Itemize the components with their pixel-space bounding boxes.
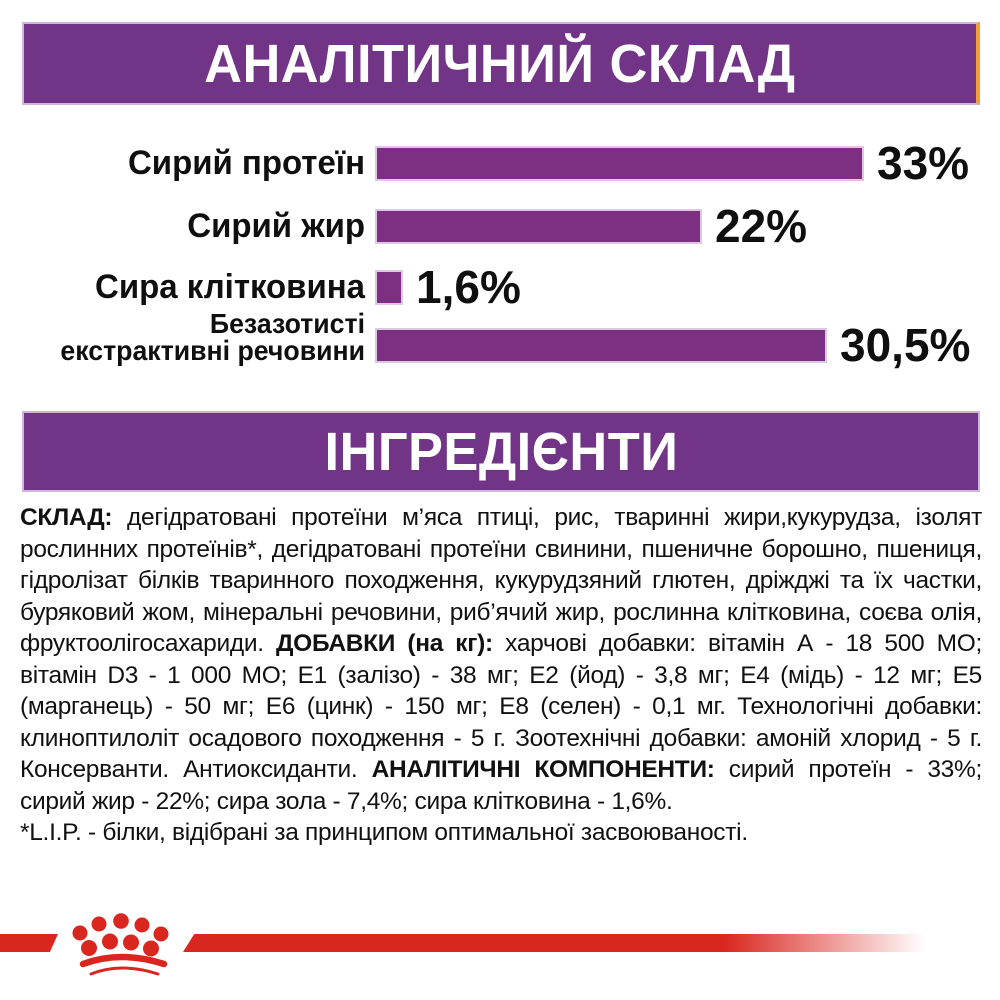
chart-category-label: Сирий жир	[187, 207, 365, 245]
analytical-composition-chart: Сирий протеїн 33% Сирий жир 22% Сира клітков…	[0, 0, 1000, 400]
chart-row: Сирий протеїн 33%	[0, 134, 1000, 192]
chart-row: Безазотисті екстрактивні речовини 30,5%	[0, 309, 1000, 374]
chart-bar	[375, 208, 702, 244]
chart-category-label: Сирий протеїн	[127, 144, 365, 182]
chart-value-label: 22%	[715, 200, 808, 252]
chart-bar	[375, 145, 864, 181]
lip-footnote: *L.I.P. - білки, відібрані за принципом …	[20, 819, 748, 846]
composition-section: СКЛАД: дегідратовані протеїни м’яса птиц…	[20, 502, 982, 849]
brand-stripe-right	[183, 934, 933, 952]
ingredients-banner-title: ІНГРЕДІЄНТИ	[324, 421, 678, 482]
chart-value-label: 33%	[877, 137, 970, 189]
ingredients-banner: ІНГРЕДІЄНТИ	[22, 411, 980, 492]
chart-value-label: 30,5%	[840, 319, 971, 371]
chart-value-label: 1,6%	[416, 261, 521, 313]
chart-category-label: Безазотисті екстрактивні речовини	[60, 307, 365, 366]
chart-row: Сира клітковина 1,6%	[0, 258, 1000, 316]
chart-row: Сирий жир 22%	[0, 197, 1000, 255]
composition-text: СКЛАД: дегідратовані протеїни м’яса птиц…	[20, 504, 982, 815]
chart-bar	[375, 327, 827, 363]
chart-category-label: Сира клітковина	[95, 268, 366, 306]
royal-canin-crown-icon	[72, 913, 169, 976]
chart-bar	[375, 269, 403, 305]
brand-stripe-left	[0, 934, 58, 952]
analytical-banner-title: АНАЛІТИЧНИЙ СКЛАД	[204, 33, 796, 94]
analytical-composition-banner: АНАЛІТИЧНИЙ СКЛАД	[22, 22, 980, 105]
